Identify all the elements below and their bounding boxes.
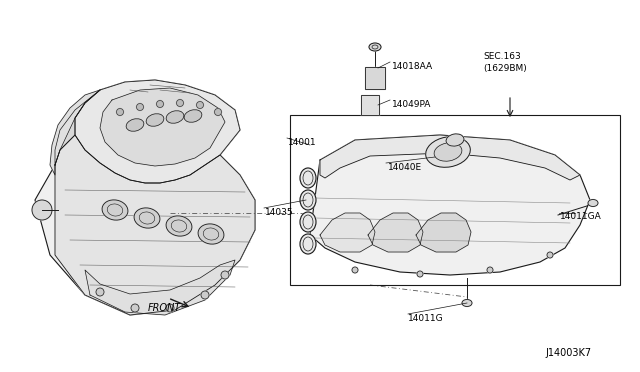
Circle shape: [166, 304, 174, 312]
Text: 14049PA: 14049PA: [392, 100, 431, 109]
Ellipse shape: [300, 190, 316, 210]
Ellipse shape: [588, 199, 598, 206]
Polygon shape: [416, 213, 471, 252]
Ellipse shape: [462, 299, 472, 307]
Circle shape: [177, 99, 184, 106]
Ellipse shape: [126, 119, 144, 131]
Text: 14040E: 14040E: [388, 163, 422, 172]
Ellipse shape: [102, 200, 128, 220]
Polygon shape: [75, 80, 240, 183]
FancyBboxPatch shape: [365, 67, 385, 89]
Circle shape: [136, 103, 143, 110]
Text: J14003K7: J14003K7: [545, 348, 591, 358]
Circle shape: [417, 271, 423, 277]
Circle shape: [116, 109, 124, 115]
Polygon shape: [55, 135, 255, 315]
Polygon shape: [100, 88, 225, 166]
Circle shape: [196, 102, 204, 109]
Circle shape: [547, 252, 553, 258]
Text: (1629BM): (1629BM): [483, 64, 527, 73]
Polygon shape: [85, 260, 235, 315]
Text: 14018AA: 14018AA: [392, 62, 433, 71]
Text: SEC.163: SEC.163: [483, 52, 521, 61]
Ellipse shape: [300, 212, 316, 232]
Circle shape: [487, 267, 493, 273]
Bar: [290, 115, 620, 285]
Ellipse shape: [446, 134, 464, 146]
Ellipse shape: [184, 110, 202, 122]
FancyBboxPatch shape: [361, 95, 379, 115]
Ellipse shape: [166, 111, 184, 123]
Ellipse shape: [300, 168, 316, 188]
Text: 14035: 14035: [265, 208, 294, 217]
Polygon shape: [368, 213, 423, 252]
Ellipse shape: [146, 114, 164, 126]
Polygon shape: [320, 135, 580, 180]
Ellipse shape: [300, 234, 316, 254]
Circle shape: [201, 291, 209, 299]
Ellipse shape: [198, 224, 224, 244]
Ellipse shape: [434, 143, 462, 161]
Ellipse shape: [426, 137, 470, 167]
Text: FRONT: FRONT: [148, 303, 181, 313]
Ellipse shape: [369, 43, 381, 51]
Text: 14011G: 14011G: [408, 314, 444, 323]
Circle shape: [96, 288, 104, 296]
Polygon shape: [35, 80, 255, 315]
Polygon shape: [310, 135, 590, 275]
Ellipse shape: [134, 208, 160, 228]
Circle shape: [221, 271, 229, 279]
Text: 14011GA: 14011GA: [560, 212, 602, 221]
Circle shape: [214, 109, 221, 115]
Circle shape: [32, 200, 52, 220]
Polygon shape: [320, 213, 375, 252]
Ellipse shape: [166, 216, 192, 236]
Text: 14001: 14001: [288, 138, 317, 147]
Polygon shape: [55, 90, 100, 165]
Circle shape: [157, 100, 163, 108]
Polygon shape: [50, 90, 100, 175]
Circle shape: [352, 267, 358, 273]
Circle shape: [131, 304, 139, 312]
